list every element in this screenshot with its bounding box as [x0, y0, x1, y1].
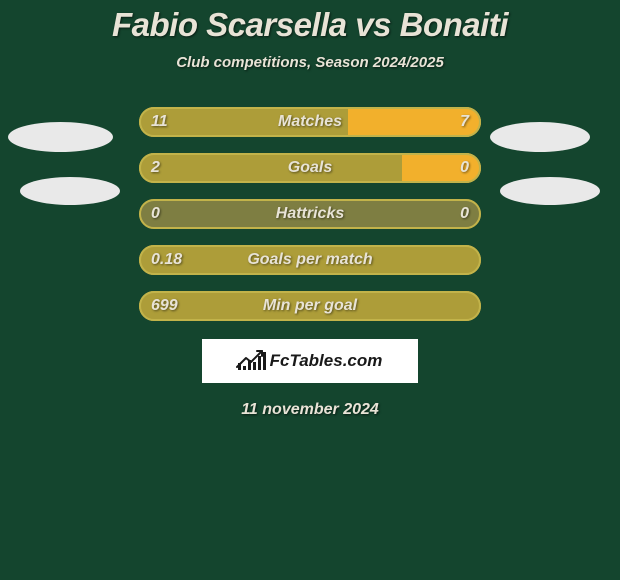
stat-bar-track: 0.18 Goals per match [139, 245, 481, 275]
stat-left-value: 2 [151, 159, 160, 177]
stat-left-value: 699 [151, 297, 178, 315]
player-photo-placeholder [500, 177, 600, 205]
player-photo-placeholder [20, 177, 120, 205]
stat-right-value: 7 [460, 113, 469, 131]
player-photo-placeholder [8, 122, 113, 152]
logo-arrow-icon [236, 350, 264, 368]
site-logo: FcTables.com [202, 339, 418, 383]
stat-left-value: 0.18 [151, 251, 182, 269]
player-photo-placeholder [490, 122, 590, 152]
stat-right-value: 0 [460, 205, 469, 223]
stat-row: 699 Min per goal [0, 291, 620, 321]
stat-category-label: Min per goal [263, 297, 357, 315]
date-line: 11 november 2024 [241, 401, 379, 419]
logo-chart-icon [238, 352, 266, 370]
stat-bar-track: 0 Hattricks 0 [139, 199, 481, 229]
stat-right-value: 0 [460, 159, 469, 177]
stat-left-value: 0 [151, 205, 160, 223]
comparison-infographic: Fabio Scarsella vs Bonaiti Club competit… [0, 0, 620, 580]
page-title: Fabio Scarsella vs Bonaiti [112, 6, 508, 44]
stat-category-label: Hattricks [276, 205, 344, 223]
stat-left-value: 11 [151, 113, 168, 131]
logo-text: FcTables.com [270, 351, 383, 371]
stat-category-label: Matches [278, 113, 342, 131]
stat-category-label: Goals [288, 159, 332, 177]
stat-category-label: Goals per match [247, 251, 372, 269]
stat-bar-left [139, 153, 402, 183]
stat-bar-track: 11 Matches 7 [139, 107, 481, 137]
stat-row: 0.18 Goals per match [0, 245, 620, 275]
page-subtitle: Club competitions, Season 2024/2025 [176, 54, 444, 71]
stat-bar-right [402, 153, 481, 183]
stat-bar-track: 2 Goals 0 [139, 153, 481, 183]
stat-bar-track: 699 Min per goal [139, 291, 481, 321]
